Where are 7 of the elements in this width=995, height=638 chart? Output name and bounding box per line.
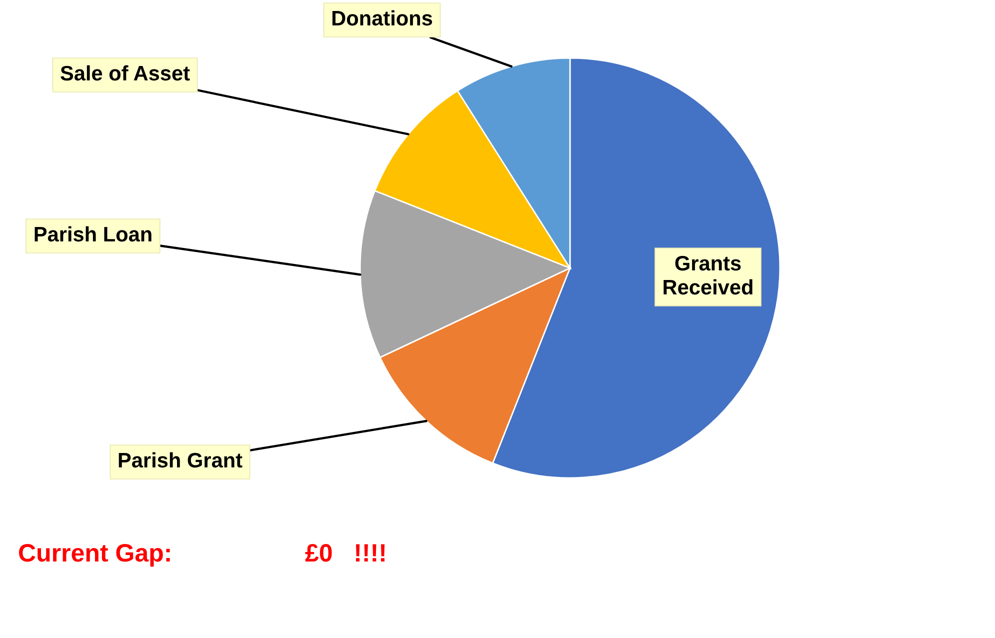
slice-label: Parish Loan — [34, 226, 152, 242]
slice-label: Donations — [332, 10, 432, 26]
slice-label: Grants Received — [664, 256, 752, 295]
slice-label: Parish Grant — [118, 452, 242, 468]
text: Current Gap: — [19, 544, 170, 567]
slice-label: Sale of Asset — [60, 65, 190, 81]
text: £0 !!!! — [305, 544, 385, 562]
